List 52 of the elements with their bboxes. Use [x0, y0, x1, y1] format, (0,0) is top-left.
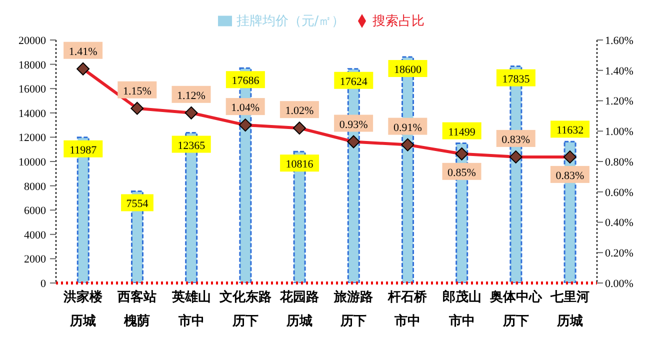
x-tick-label: 杆石桥市中 [387, 289, 428, 328]
data-label: 1.12% [177, 90, 206, 102]
legend-label: 搜索占比 [372, 14, 425, 29]
data-label: 12365 [178, 140, 206, 152]
data-label: 0.83% [502, 134, 530, 146]
y2-tick-label: 1.60% [605, 34, 634, 47]
data-label: 17835 [502, 73, 530, 86]
y-tick-label: 14000 [18, 108, 46, 120]
y-tick-label: 12000 [18, 132, 46, 144]
data-label: 1.04% [231, 102, 260, 114]
data-label: 1.41% [68, 46, 98, 58]
x-tick-label: 旅游路历下 [333, 289, 374, 328]
x-tick-label: 七里河历城 [549, 289, 590, 328]
data-label: 11499 [448, 126, 476, 138]
y2-tick-label: 1.00% [605, 126, 634, 138]
y-tick-label: 10000 [18, 156, 46, 168]
y-tick-label: 2000 [24, 254, 46, 266]
x-tick-label: 英雄山市中 [170, 289, 211, 328]
y-tick-label: 8000 [24, 180, 46, 193]
y-tick-label: 20000 [18, 35, 46, 47]
x-tick-label: 郎茂山市中 [442, 289, 482, 328]
data-label: 0.85% [448, 166, 476, 179]
data-label: 7554 [126, 198, 149, 210]
y-tick-label: 18000 [18, 59, 46, 72]
data-label: 10816 [286, 158, 314, 171]
y2-tick-label: 0.80% [605, 156, 634, 168]
legend-label: 挂牌均价（元/㎡） [236, 14, 345, 29]
y2-tick-label: 1.20% [605, 96, 634, 108]
x-tick-label: 花园路历城 [278, 289, 319, 328]
y2-tick-label: 0.00% [605, 278, 634, 290]
data-label: 11987 [70, 144, 98, 156]
data-label: 17686 [232, 75, 260, 88]
data-label: 0.83% [556, 170, 584, 182]
x-tick-label: 奥体中心历下 [488, 289, 543, 328]
data-label: 0.93% [339, 118, 368, 131]
y-tick-label: 4000 [24, 229, 46, 242]
y-tick-label: 16000 [18, 84, 46, 96]
x-tick-label: 文化东路历下 [218, 289, 272, 328]
data-label: 0.91% [393, 122, 422, 134]
data-label: 17624 [340, 76, 368, 88]
y-tick-label: 6000 [24, 205, 46, 218]
y2-tick-label: 0.60% [605, 186, 634, 199]
x-tick-label: 西客站槐荫 [116, 289, 157, 328]
y2-tick-label: 0.40% [605, 217, 634, 230]
y2-tick-label: 1.40% [605, 65, 634, 78]
y2-tick-label: 0.20% [605, 248, 634, 260]
data-label: 1.15% [122, 85, 152, 98]
x-tick-label: 洪家楼历城 [62, 289, 104, 328]
data-label: 11632 [556, 124, 584, 137]
y-tick-label: 0 [40, 278, 46, 290]
data-label: 18600 [394, 64, 422, 76]
data-label: 1.02% [285, 105, 314, 118]
